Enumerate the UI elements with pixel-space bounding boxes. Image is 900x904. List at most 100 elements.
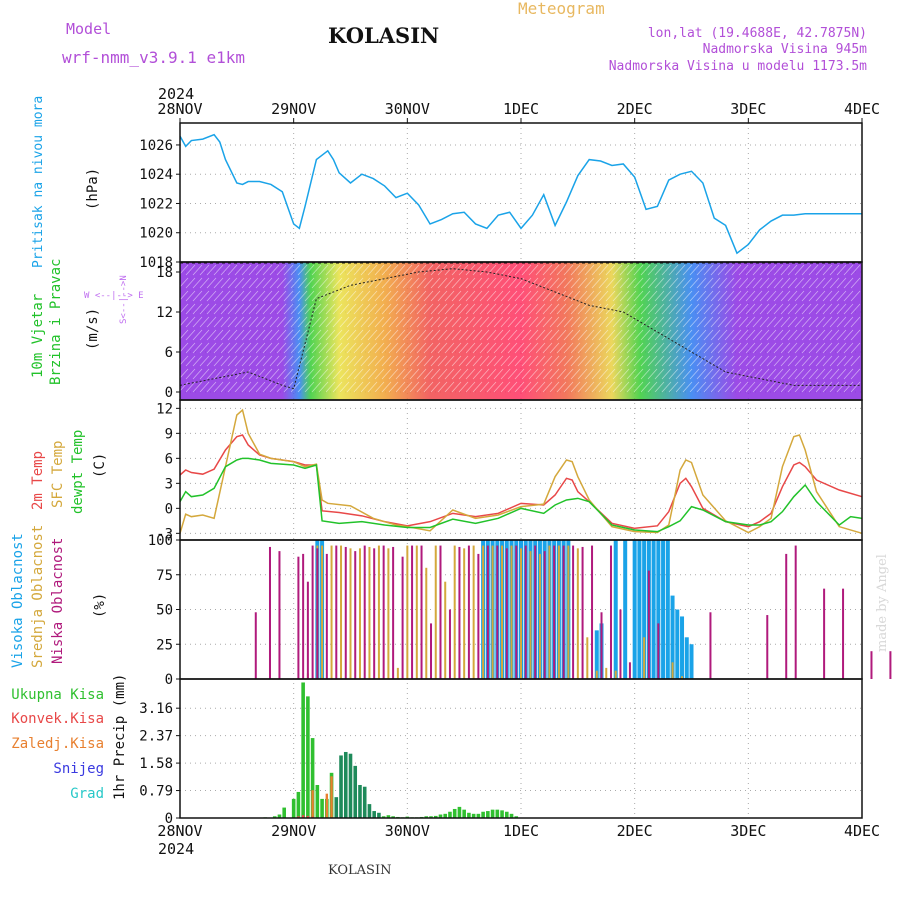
wind-barb <box>444 316 455 328</box>
wind-barb <box>591 342 602 354</box>
cloud-bar <box>321 545 324 679</box>
wind-barb <box>514 264 525 276</box>
wind-barb <box>696 355 707 367</box>
wind-barb <box>367 264 378 276</box>
wind-barb <box>353 290 364 302</box>
wind-barb <box>269 316 280 328</box>
wind-barb <box>388 368 399 380</box>
wind-speed-line <box>179 268 862 390</box>
wind-barb <box>297 368 308 380</box>
wind-barb <box>241 264 252 276</box>
wind-barb <box>570 342 581 354</box>
wind-barb <box>206 381 217 393</box>
wind-barb <box>402 329 413 341</box>
wind-barb <box>304 264 315 276</box>
wind-barb <box>619 368 630 380</box>
wind-barb <box>241 342 252 354</box>
wind-barb <box>850 355 861 367</box>
wind-barb <box>430 368 441 380</box>
wind-barb <box>402 303 413 315</box>
wind-barb <box>549 264 560 276</box>
wind-barb <box>668 303 679 315</box>
wind-barb <box>465 342 476 354</box>
wind-barb <box>227 368 238 380</box>
wind-barb <box>318 329 329 341</box>
wind-barb <box>507 381 518 393</box>
cloud-bar <box>538 553 541 679</box>
wind-barb <box>752 316 763 328</box>
wind-barb <box>850 329 861 341</box>
precip-bar-total <box>509 813 514 818</box>
station-title: KOLASIN <box>328 23 439 48</box>
cloud-bar <box>491 545 494 679</box>
wind-barb <box>836 264 847 276</box>
y-tick-label: -3 <box>156 526 173 542</box>
precip-bar-total <box>448 811 452 818</box>
y-tick-label: 1026 <box>139 138 173 154</box>
wind-barb <box>339 342 350 354</box>
wind-barb <box>542 329 553 341</box>
wind-barb <box>283 368 294 380</box>
wind-barb <box>353 329 364 341</box>
wind-barb <box>234 316 245 328</box>
cloud-labels: Visoka Oblacnost Srednja Oblacnost Niska… <box>10 525 108 668</box>
wind-barb <box>619 316 630 328</box>
cloud-bar <box>642 540 647 679</box>
wind-barb <box>360 368 371 380</box>
wind-barb <box>787 303 798 315</box>
wind-barb <box>528 264 539 276</box>
wind-barb <box>304 316 315 328</box>
wind-barb <box>395 381 406 393</box>
wind-barb <box>710 342 721 354</box>
wind-barb <box>514 316 525 328</box>
wind-barb <box>633 316 644 328</box>
wind-barb <box>283 342 294 354</box>
wind-barb <box>759 290 770 302</box>
wind-barb <box>255 277 266 289</box>
wind-barb <box>668 329 679 341</box>
wind-barb <box>192 277 203 289</box>
wind-barb <box>192 368 203 380</box>
wind-barb <box>374 290 385 302</box>
wind-barb <box>584 381 595 393</box>
wind-barb <box>689 342 700 354</box>
wind-barb <box>332 277 343 289</box>
wind-barb <box>276 342 287 354</box>
precip-ylabel: 1hr Precip (mm) <box>112 674 128 800</box>
wind-barb <box>192 355 203 367</box>
wind-barb <box>255 329 266 341</box>
wind-barb <box>346 355 357 367</box>
wind-barb <box>766 316 777 328</box>
precip-conv-label: Konvek.Kisa <box>11 711 104 727</box>
cloud-bar <box>358 548 361 679</box>
wind-barb <box>472 355 483 367</box>
wind-barb <box>444 381 455 393</box>
wind-barb <box>402 381 413 393</box>
wind-barb <box>640 355 651 367</box>
y-tick-label: 1020 <box>139 226 173 242</box>
wind-barb <box>822 355 833 367</box>
wind-barb <box>654 264 665 276</box>
wind-barb <box>591 316 602 328</box>
wind-barb <box>787 368 798 380</box>
wind-barb <box>577 290 588 302</box>
pressure-ylabel: Pritisak na nivou mora <box>31 96 46 268</box>
wind-barb <box>465 355 476 367</box>
wind-barb <box>290 264 301 276</box>
precip-bar-total <box>320 798 324 818</box>
wind-barb <box>206 290 217 302</box>
wind-barb <box>661 368 672 380</box>
wind-barb <box>717 381 728 393</box>
wind-barb <box>696 342 707 354</box>
wind-barb <box>185 342 196 354</box>
year-top: 2024 <box>158 85 194 103</box>
wind-barb <box>472 342 483 354</box>
wind-barb <box>654 355 665 367</box>
cloud-bar <box>709 612 712 679</box>
wind-barb <box>486 290 497 302</box>
cloud-low-label: Niska Oblacnost <box>50 538 66 664</box>
wind-barb <box>724 342 735 354</box>
wind-barb <box>773 303 784 315</box>
chart-kind: Meteogram <box>518 0 605 18</box>
wind-barb <box>731 277 742 289</box>
